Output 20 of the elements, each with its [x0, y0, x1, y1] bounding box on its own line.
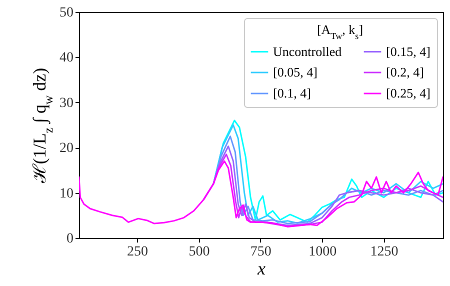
y-tick-label: 20 — [60, 141, 74, 156]
legend-label: [0.05, 4] — [273, 64, 318, 80]
x-axis-title: x — [256, 258, 266, 278]
x-tick-label: 250 — [126, 244, 148, 260]
y-tick-label: 40 — [60, 50, 74, 66]
x-tick-label: 500 — [188, 244, 210, 260]
legend-label: [0.15, 4] — [386, 44, 430, 59]
x-tick-label: 750 — [250, 244, 272, 260]
y-tick-label: 10 — [60, 186, 74, 202]
line-series — [79, 160, 443, 228]
x-tick-label: 1000 — [308, 244, 337, 260]
legend-title: [A$_{Tw}$, k$_{s}$] — [316, 22, 364, 41]
y-tick-label: 50 — [60, 6, 74, 20]
legend-label: Uncontrolled — [273, 44, 342, 59]
x-tick-label: 1250 — [370, 244, 398, 260]
y-tick-label: 30 — [60, 96, 74, 111]
legend-label: [0.2, 4] — [386, 64, 424, 80]
legend-label: [0.1, 4] — [273, 86, 311, 100]
legend-label: [0.25, 4] — [386, 86, 430, 100]
y-tick-label: 0 — [66, 232, 74, 246]
